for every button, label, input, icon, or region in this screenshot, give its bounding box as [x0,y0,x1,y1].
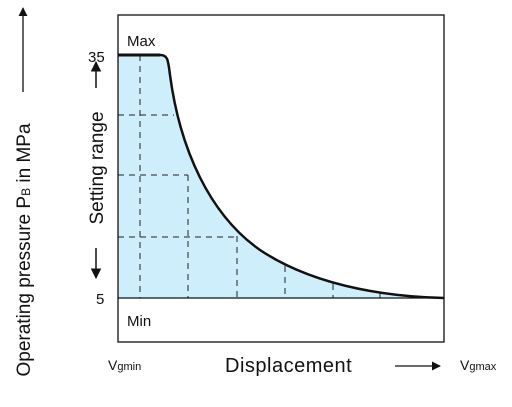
min-label: Min [127,313,151,330]
frame [117,14,445,343]
y-axis-label: Operating pressure PB in MPa [14,123,35,376]
max-label: Max [127,33,156,50]
x-start: Vgmin [108,357,141,373]
x-start-sub: gmin [117,361,141,373]
x-end-v: V [460,357,470,373]
x-end: Vgmax [460,357,497,373]
y-label-main: Operating pressure P [14,196,35,377]
x-start-v: V [108,357,118,373]
x-axis-label: Displacement [225,355,352,377]
x-end-sub: gmax [469,361,496,373]
setting-range: Setting range [87,111,108,224]
grid [118,55,381,298]
y-label-suffix: in MPa [14,123,35,188]
min-value: 5 [96,291,104,308]
y-label-sub: B [19,188,33,196]
curve [118,53,445,300]
